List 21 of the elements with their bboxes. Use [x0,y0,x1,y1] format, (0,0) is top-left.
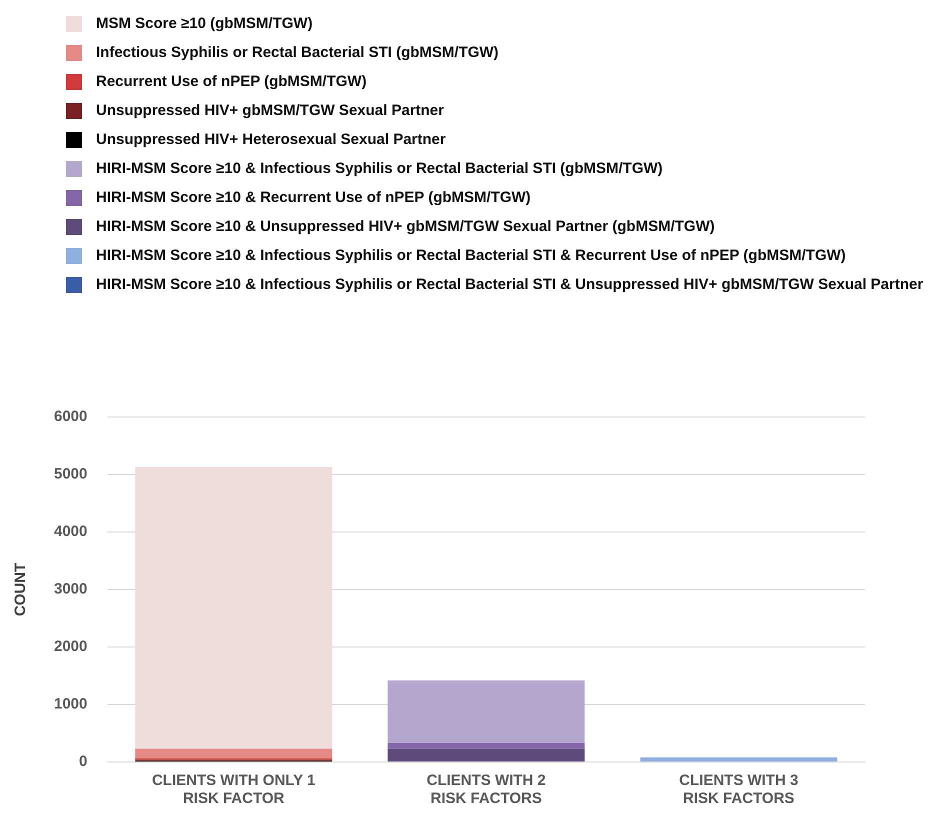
legend-label: Recurrent Use of nPEP (gbMSM/TGW) [96,72,367,92]
y-axis-title: COUNT [12,562,30,616]
x-tick-label: CLIENTS WITH 2 RISK FACTORS [426,772,546,808]
y-tick-label: 4000 [54,523,88,540]
legend-label: HIRI-MSM Score ≥10 & Infectious Syphilis or Rectal Bacterial STI & Recurrent Use of nPEP (gbMSM/TGW) [96,246,846,266]
y-tick-label: 5000 [54,466,88,483]
y-tick-label: 0 [79,753,88,770]
y-tick-label: 6000 [54,408,88,426]
legend-label: HIRI-MSM Score ≥10 & Recurrent Use of nPEP (gbMSM/TGW) [96,188,531,208]
y-tick-label: 2000 [54,638,88,656]
legend-label: Unsuppressed HIV+ Heterosexual Sexual Partner [96,130,446,150]
legend-label: Unsuppressed HIV+ gbMSM/TGW Sexual Partner [96,101,444,121]
legend-label: HIRI-MSM Score ≥10 & Unsuppressed HIV+ gbMSM/TGW Sexual Partner (gbMSM/TGW) [96,217,715,237]
y-tick-label: 3000 [54,580,88,598]
legend-label: HIRI-MSM Score ≥10 & Infectious Syphilis or Rectal Bacterial STI & Unsuppressed HIV+ gbMSM/TGW Sexual Partner [96,275,924,295]
legend-label: MSM Score ≥10 (gbMSM/TGW) [96,14,313,34]
legend-label: Infectious Syphilis or Rectal Bacterial STI (gbMSM/TGW) [96,43,499,63]
legend-label: HIRI-MSM Score ≥10 & Infectious Syphilis or Rectal Bacterial STI (gbMSM/TGW) [96,159,663,179]
x-tick-label: CLIENTS WITH 3 RISK FACTORS [679,772,798,808]
y-tick-label: 1000 [54,696,88,713]
x-tick-label: CLIENTS WITH ONLY 1 RISK FACTOR [152,772,316,808]
